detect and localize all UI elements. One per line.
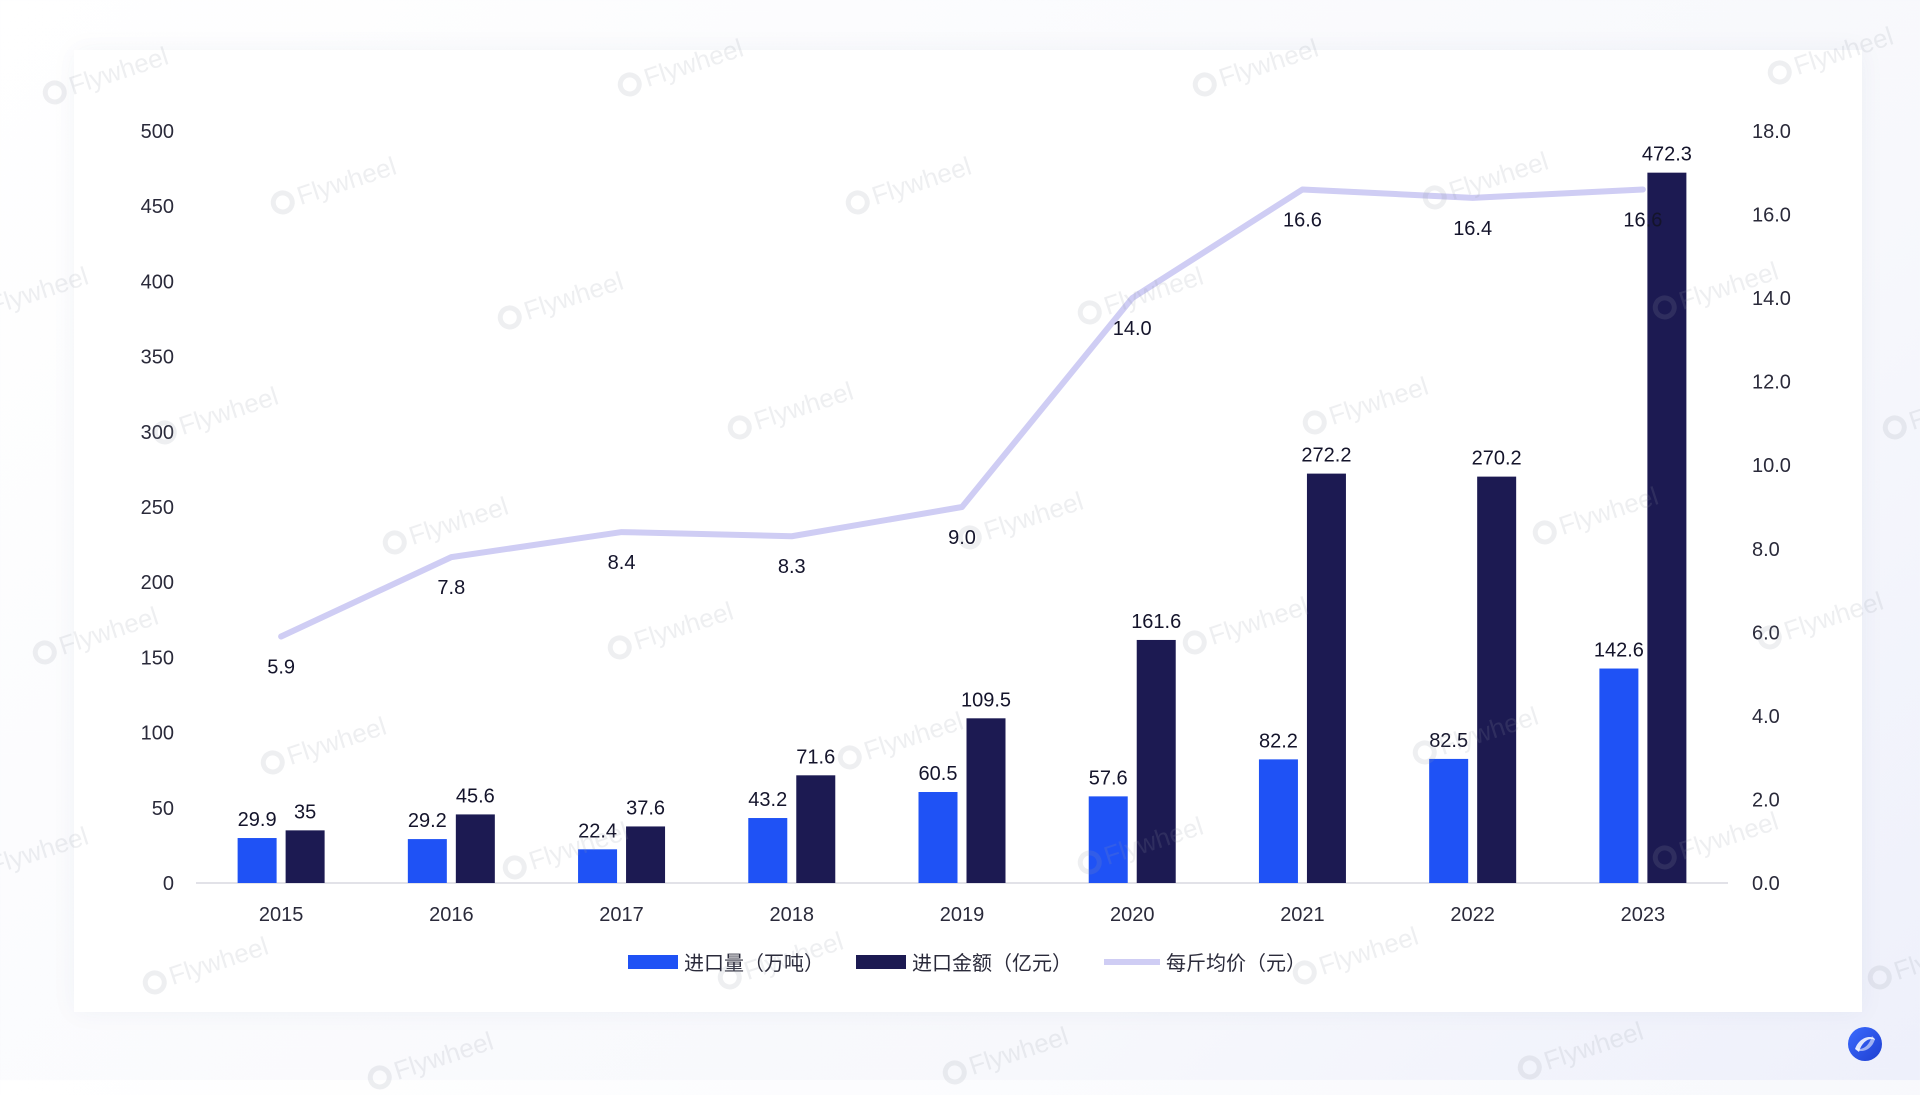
legend-swatch	[856, 955, 906, 969]
bar-data-label: 109.5	[961, 689, 1011, 711]
line-data-label: 9.0	[948, 527, 976, 549]
bar-data-label: 60.5	[919, 763, 958, 785]
bar	[748, 818, 788, 883]
line-data-label: 8.3	[778, 556, 806, 578]
legend-label: 进口金额（亿元）	[912, 952, 1072, 975]
bar	[918, 792, 958, 883]
y-left-tick-label: 150	[141, 647, 174, 669]
x-tick-label: 2023	[1621, 904, 1666, 926]
bar-data-label: 142.6	[1594, 640, 1644, 662]
price-line	[278, 186, 1646, 640]
y-right-tick-label: 6.0	[1752, 622, 1780, 644]
bar-data-label: 272.2	[1301, 445, 1351, 467]
legend: 进口量（万吨） 进口金额（亿元） 每斤均价（元）	[628, 952, 1306, 975]
bar-data-label: 270.2	[1472, 448, 1522, 470]
y-axis-left: 0 50 100 150 200 250 300 350 400 450 500	[141, 121, 174, 895]
bar-data-label: 45.6	[456, 785, 495, 807]
bar-data-label: 71.6	[796, 746, 835, 768]
x-tick-label: 2019	[940, 904, 985, 926]
bar	[407, 839, 447, 883]
bar	[1136, 639, 1176, 883]
bar	[237, 838, 277, 883]
y-left-tick-label: 50	[152, 798, 174, 820]
y-left-tick-label: 450	[141, 196, 174, 218]
bar-data-label: 29.2	[408, 810, 447, 832]
y-right-tick-label: 2.0	[1752, 789, 1780, 811]
bar	[966, 718, 1006, 883]
bar	[1306, 473, 1346, 883]
x-tick-label: 2016	[429, 904, 474, 926]
bar	[796, 775, 836, 883]
data-labels: 29.9 29.2 22.4 43.2 60.5 57.6 82.2 82.5 142.6 35 4…	[238, 144, 1692, 843]
bar-data-label: 161.6	[1131, 611, 1181, 633]
bar	[1088, 796, 1128, 883]
bar	[455, 814, 495, 883]
bar	[626, 826, 666, 883]
x-tick-label: 2015	[259, 904, 304, 926]
bar-series	[237, 172, 1687, 884]
line-data-label: 16.6	[1623, 209, 1662, 231]
y-right-tick-label: 14.0	[1752, 288, 1791, 310]
bar	[1258, 759, 1298, 883]
y-axis-right: 0.0 2.0 4.0 6.0 8.0 10.0 12.0 14.0 16.0 18.0	[1752, 121, 1791, 895]
x-axis: 2015 2016 2017 2018 2019 2020 2021 2022 2023	[259, 904, 1665, 926]
bar	[285, 830, 325, 883]
bar	[1647, 172, 1687, 884]
y-left-tick-label: 350	[141, 347, 174, 369]
y-right-tick-label: 8.0	[1752, 539, 1780, 561]
bar-data-label: 22.4	[578, 820, 617, 842]
y-left-tick-label: 300	[141, 422, 174, 444]
bar-data-label: 29.9	[238, 809, 277, 831]
line-data-label: 5.9	[267, 657, 295, 679]
flywheel-logo-icon	[1848, 1027, 1882, 1061]
y-left-tick-label: 250	[141, 497, 174, 519]
y-left-tick-label: 0	[163, 873, 174, 895]
y-left-tick-label: 100	[141, 723, 174, 745]
bar-data-label: 43.2	[748, 789, 787, 811]
line-data-label: 14.0	[1113, 318, 1152, 340]
x-tick-label: 2022	[1450, 904, 1495, 926]
y-right-tick-label: 10.0	[1752, 455, 1791, 477]
bar	[1599, 668, 1639, 883]
y-left-tick-label: 400	[141, 271, 174, 293]
y-right-tick-label: 0.0	[1752, 873, 1780, 895]
x-tick-label: 2017	[599, 904, 644, 926]
y-right-tick-label: 4.0	[1752, 706, 1780, 728]
line-data-label: 16.6	[1283, 209, 1322, 231]
line-data-label: 8.4	[608, 552, 636, 574]
bar-data-label: 82.2	[1259, 730, 1298, 752]
x-tick-label: 2018	[770, 904, 815, 926]
bar-data-label: 82.5	[1429, 730, 1468, 752]
line-series	[278, 186, 1646, 640]
line-data-label: 7.8	[437, 577, 465, 599]
y-right-tick-label: 12.0	[1752, 372, 1791, 394]
y-left-tick-label: 200	[141, 572, 174, 594]
legend-swatch	[628, 955, 678, 969]
y-left-tick-label: 500	[141, 121, 174, 143]
line-data-label: 16.4	[1453, 218, 1492, 240]
bar	[1429, 758, 1469, 883]
x-tick-label: 2020	[1110, 904, 1155, 926]
bar-data-label: 35	[294, 801, 316, 823]
x-tick-label: 2021	[1280, 904, 1325, 926]
y-right-tick-label: 18.0	[1752, 121, 1791, 143]
y-right-tick-label: 16.0	[1752, 205, 1791, 227]
bar	[1477, 476, 1517, 883]
bar	[578, 849, 618, 883]
bar-data-label: 57.6	[1089, 767, 1128, 789]
bar-data-label: 37.6	[626, 797, 665, 819]
legend-label: 进口量（万吨）	[684, 952, 824, 975]
legend-label: 每斤均价（元）	[1166, 952, 1306, 975]
bar-data-label: 472.3	[1642, 144, 1692, 166]
